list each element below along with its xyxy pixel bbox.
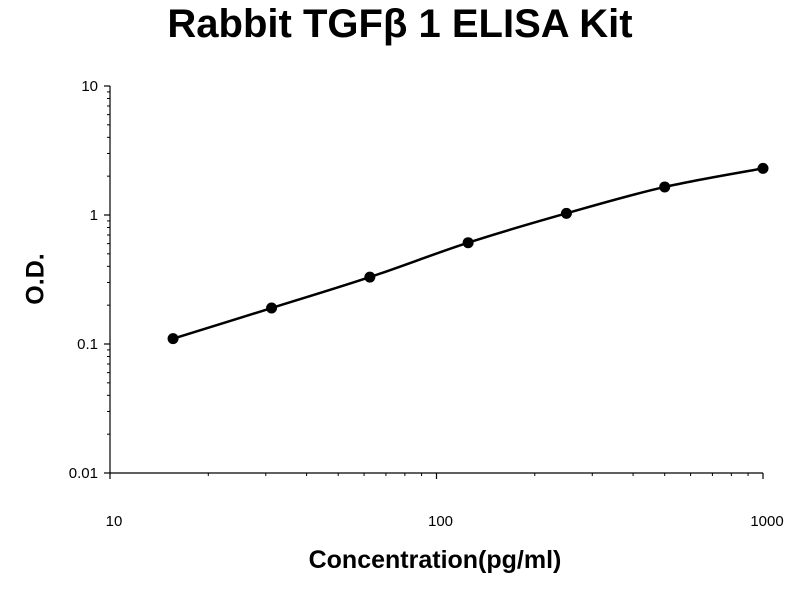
x-tick-label: 100 [428, 513, 453, 530]
data-point [167, 333, 179, 345]
x-axis-title: Concentration(pg/ml) [308, 546, 562, 574]
y-tick-label: 0.01 [69, 465, 98, 482]
x-tick-label: 10 [106, 513, 123, 530]
y-tick-label: 1 [90, 207, 98, 224]
y-axis-title: O.D. [21, 253, 50, 305]
data-point [659, 181, 671, 193]
axes [109, 86, 763, 474]
series-layer [167, 162, 769, 345]
chart-title: Rabbit TGFβ 1 ELISA Kit [167, 2, 633, 46]
data-point [266, 302, 278, 314]
y-tick-label: 0.1 [77, 336, 98, 353]
data-point [364, 271, 376, 283]
data-point [757, 162, 769, 174]
x-tick-label: 1000 [750, 513, 783, 530]
ticks: 0.01 0.1 1 10 10 100 1000 [69, 78, 784, 530]
data-point [560, 207, 572, 219]
y-tick-label: 10 [81, 78, 98, 95]
series-line [172, 167, 764, 340]
data-point [462, 237, 474, 249]
